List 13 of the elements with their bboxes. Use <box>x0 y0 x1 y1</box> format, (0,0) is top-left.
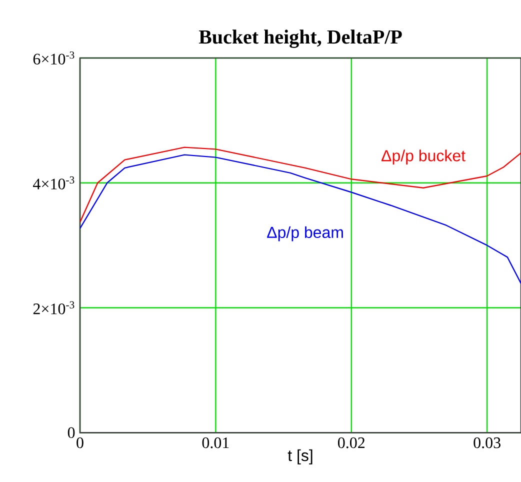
chart-title: Bucket height, DeltaP/P <box>198 30 402 48</box>
x-tick-label: 0.02 <box>338 437 364 448</box>
series-label: Δp/p bucket <box>382 150 466 165</box>
y-tick-label: 0 <box>68 427 75 438</box>
y-tick-label: 6×10$^{-3}$ <box>33 51 74 65</box>
text: Δp/p beam <box>267 226 343 242</box>
y-tick-label: 2×10$^{-3}$ <box>33 301 74 314</box>
x-axis-title: t [s] <box>288 449 312 464</box>
x-tick-label: 0 <box>76 437 84 448</box>
line-series <box>80 146 521 223</box>
x-tick-label: 0.01 <box>202 437 229 448</box>
x-tick-label: 0.03 <box>474 437 500 448</box>
y-tick-label: 4×10$^{-3}$ <box>33 176 74 190</box>
